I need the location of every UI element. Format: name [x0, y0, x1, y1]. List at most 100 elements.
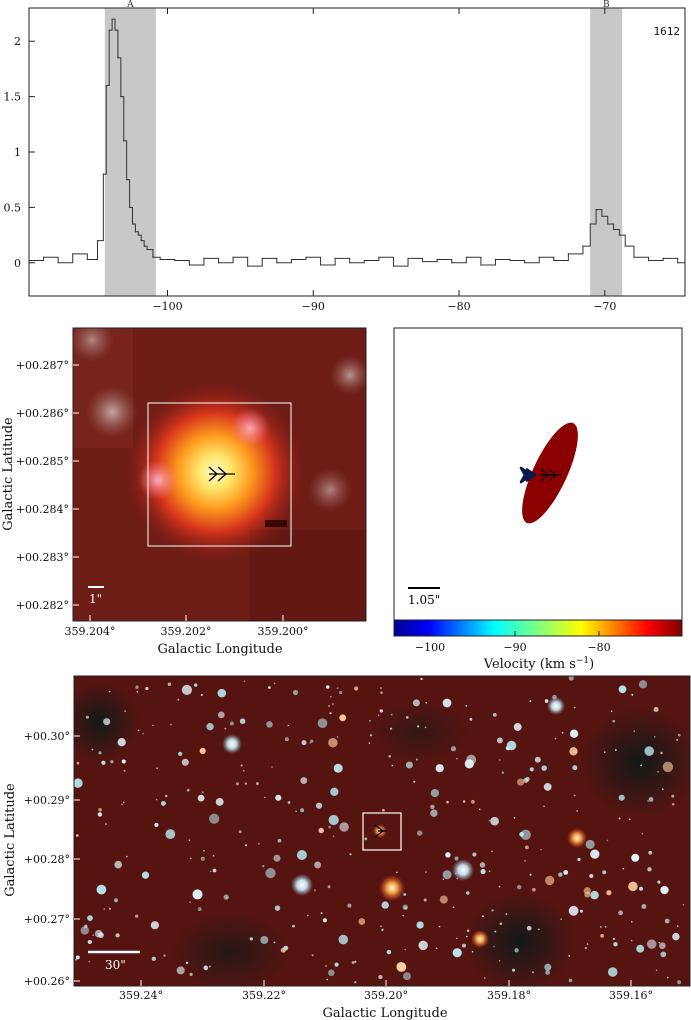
star: [653, 735, 656, 738]
star: [122, 801, 125, 804]
star: [420, 677, 423, 681]
spectrum-point: [140, 240, 142, 242]
wide-x-tick-label: 359.24°: [119, 989, 163, 1002]
star: [396, 962, 407, 972]
star: [513, 817, 516, 819]
star: [265, 867, 276, 879]
star: [379, 709, 383, 713]
star: [568, 905, 579, 916]
star: [336, 736, 339, 738]
spectrum-point: [567, 253, 569, 255]
star: [170, 723, 172, 726]
star: [525, 776, 530, 782]
star: [390, 727, 393, 730]
star: [75, 834, 79, 837]
wide-x-tick-label: 359.18°: [487, 989, 531, 1002]
star: [618, 910, 624, 916]
star: [534, 756, 541, 763]
star: [85, 715, 89, 719]
y-tick-label: 2: [14, 35, 21, 48]
star: [98, 751, 102, 755]
star: [423, 898, 427, 902]
star: [156, 767, 158, 769]
wide-image-frame: [73, 675, 691, 987]
star: [178, 751, 183, 757]
star: [438, 925, 441, 928]
star: [396, 871, 398, 874]
star: [406, 716, 409, 719]
spectrum-point: [134, 231, 137, 233]
star: [142, 732, 145, 735]
star: [309, 742, 312, 744]
star: [155, 798, 158, 801]
star: [113, 898, 119, 903]
spectrum-point: [276, 262, 278, 264]
star: [425, 871, 427, 873]
star: [633, 730, 635, 732]
star: [430, 788, 440, 798]
zoom-image-panel: 1" +00.287°+00.286°+00.285°+00.284°+00.2…: [1, 327, 367, 657]
wide-ylabel: Galactic Latitude: [3, 783, 18, 897]
target-marker-icon: [374, 824, 387, 838]
star: [137, 729, 140, 732]
wide-y-tick-label: +00.26°: [24, 975, 70, 988]
star: [569, 747, 578, 756]
wide-xlabel: Galactic Longitude: [322, 1006, 447, 1020]
star: [176, 966, 185, 975]
star: [268, 686, 271, 689]
star: [209, 870, 212, 873]
star: [469, 718, 473, 721]
spectrum-point: [126, 179, 128, 181]
star: [380, 925, 382, 928]
star: [368, 742, 371, 744]
spectrum-point: [72, 253, 74, 255]
star: [569, 729, 579, 738]
star: [492, 713, 497, 717]
wide-scalebar-label: 30": [105, 958, 126, 972]
star: [653, 707, 659, 712]
star: [292, 924, 295, 928]
star: [273, 682, 276, 685]
star: [636, 944, 645, 953]
y-tick-label: 0: [14, 257, 21, 270]
star: [479, 862, 486, 868]
spectrum-line: [28, 18, 686, 267]
star: [177, 698, 180, 701]
star: [516, 884, 522, 890]
spectrum-point: [524, 262, 526, 264]
star: [364, 837, 368, 841]
spectrum-point: [261, 257, 263, 259]
star: [328, 814, 339, 826]
star: [333, 763, 343, 773]
spectrum-tag: 1612: [654, 25, 681, 38]
star: [380, 687, 382, 689]
star: [243, 680, 246, 683]
star: [478, 808, 481, 811]
spectrum-point: [407, 257, 409, 259]
spectrum-point: [480, 264, 482, 266]
star: [600, 934, 604, 938]
star: [472, 852, 477, 857]
star: [369, 720, 371, 722]
spectrum-point: [465, 256, 467, 258]
star: [80, 926, 90, 935]
star: [603, 751, 606, 754]
star: [378, 974, 383, 980]
star: [511, 968, 516, 972]
star: [677, 733, 681, 737]
star: [315, 802, 323, 809]
star: [496, 737, 503, 744]
star: [415, 758, 418, 761]
star: [381, 901, 389, 909]
star: [498, 885, 501, 888]
star: [568, 676, 574, 681]
spectrum-point: [86, 258, 88, 261]
star: [543, 782, 552, 791]
star: [330, 695, 332, 698]
star: [418, 940, 428, 951]
star: [490, 816, 499, 826]
star: [380, 691, 383, 694]
spectrum-point: [96, 240, 99, 242]
spectrum-point: [319, 264, 322, 266]
star: [563, 869, 569, 875]
